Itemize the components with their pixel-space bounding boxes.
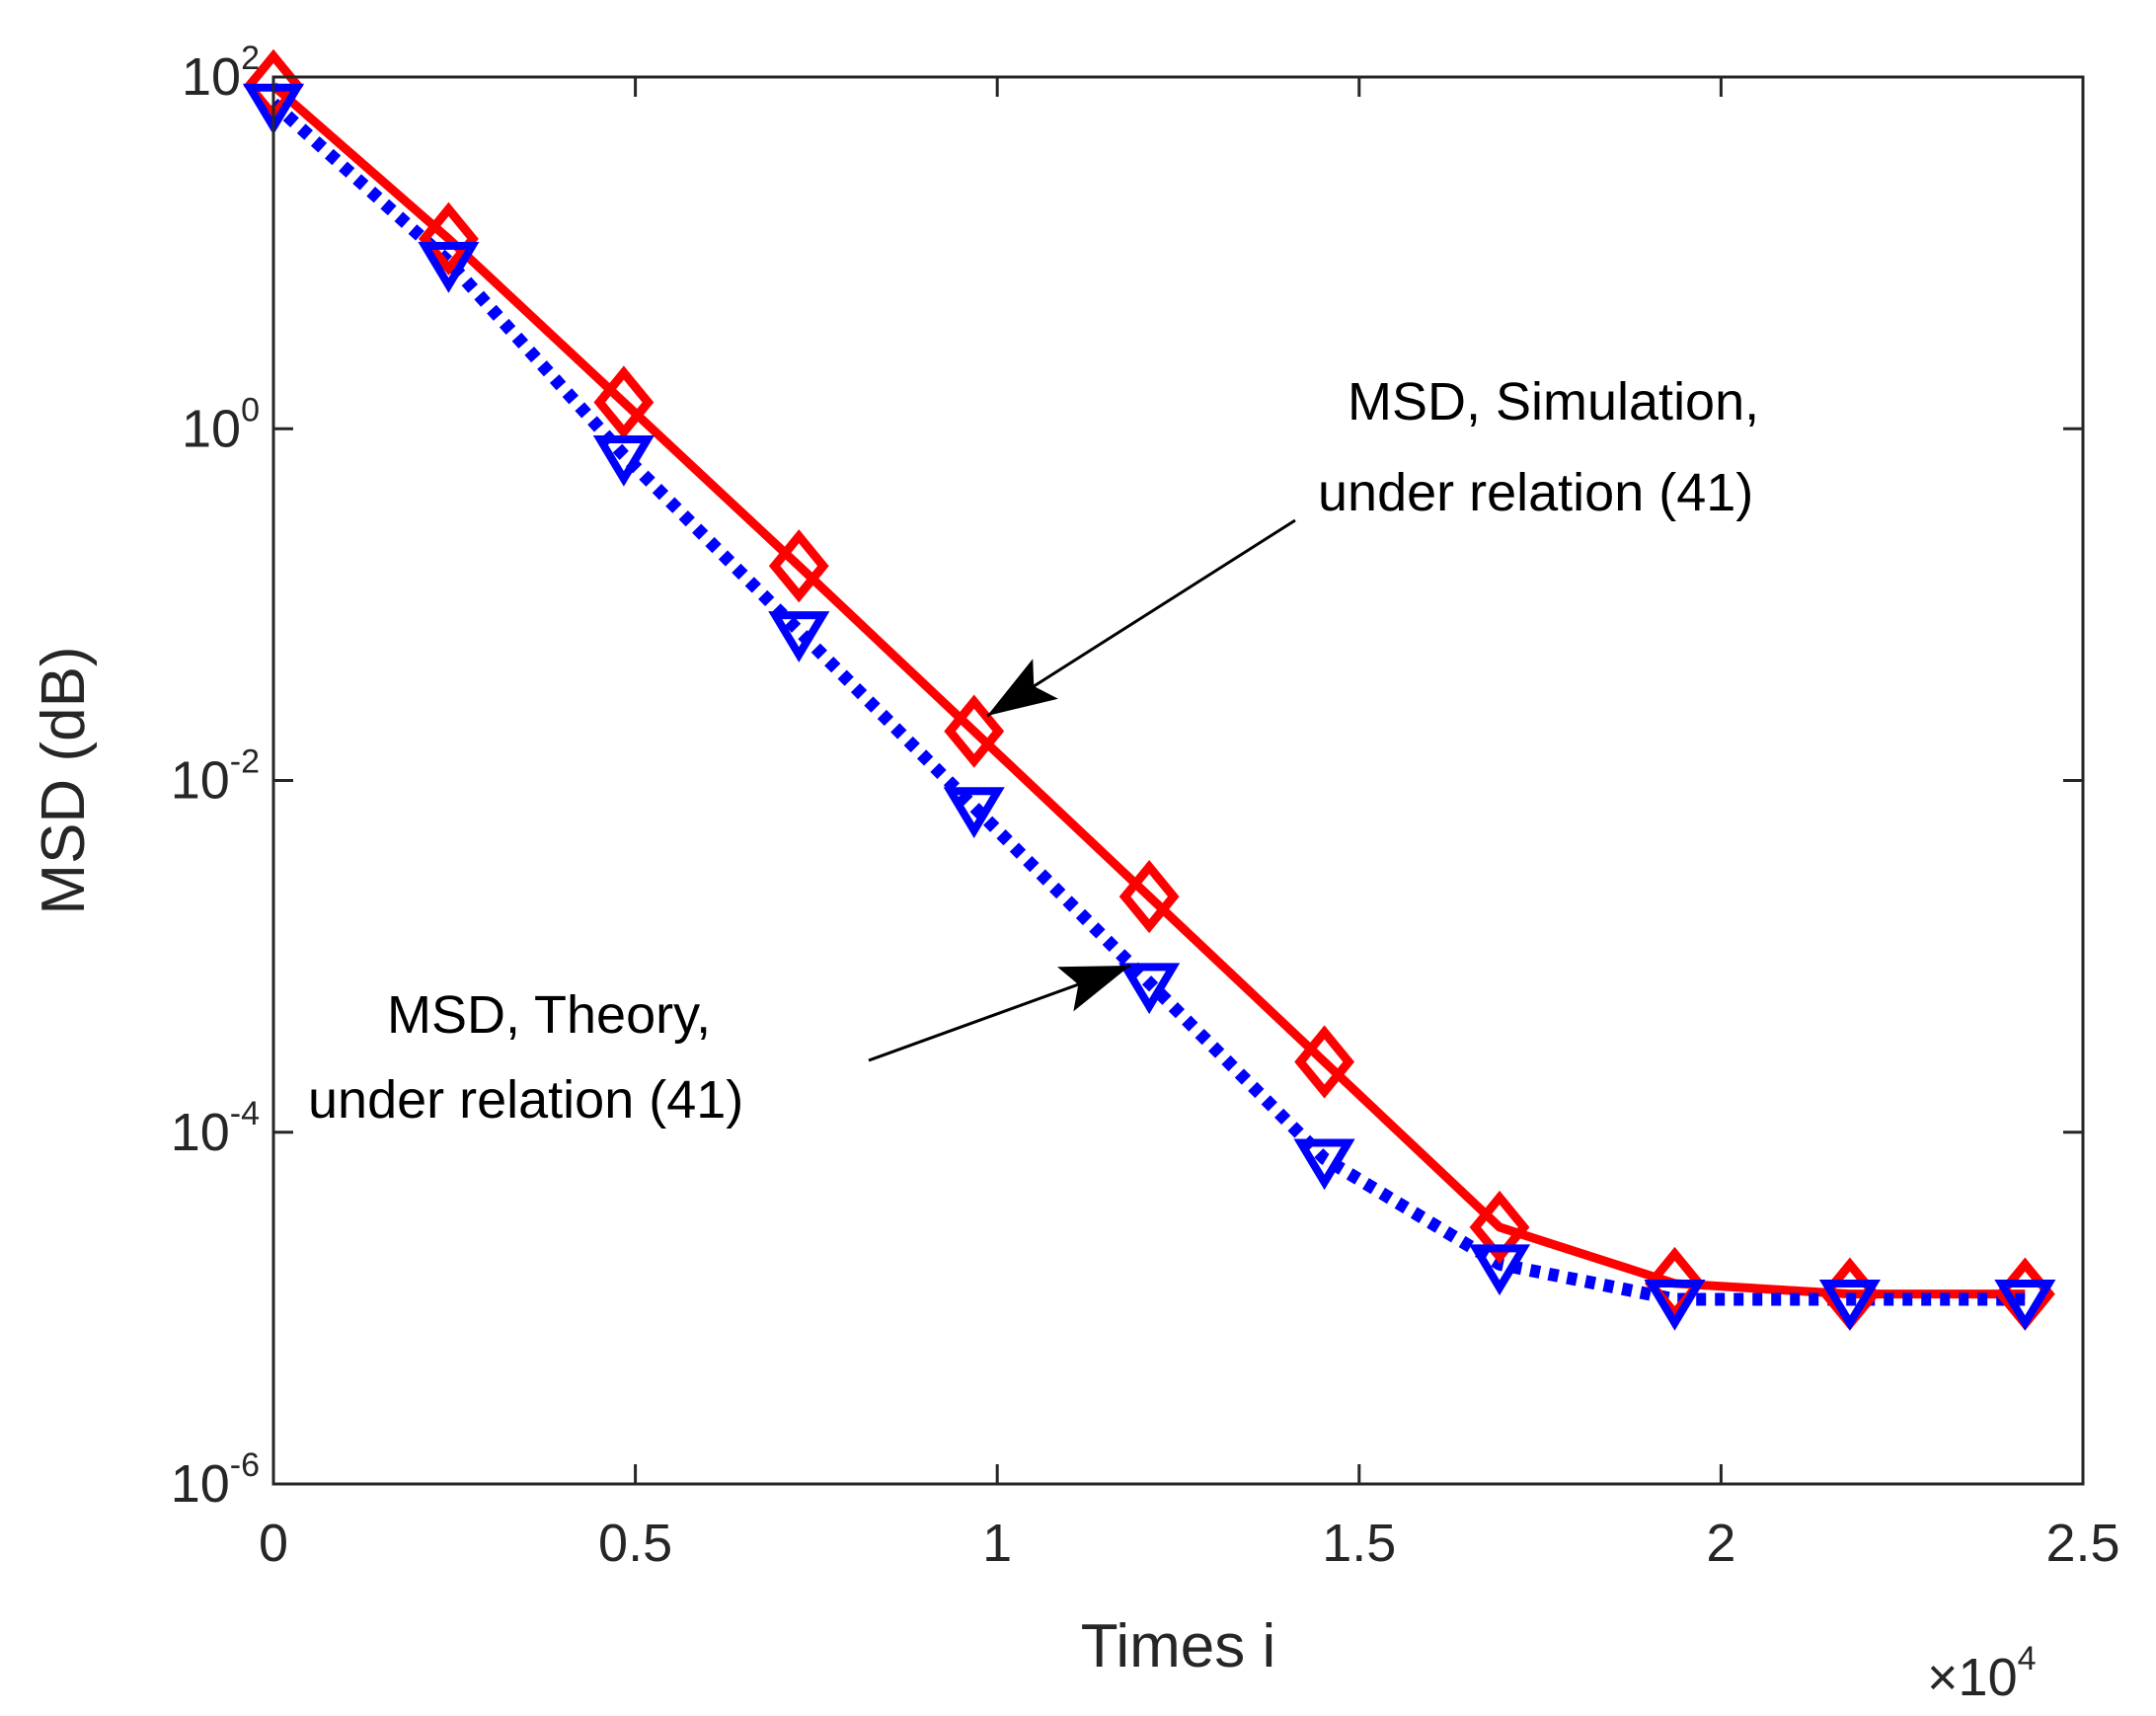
axis-ticks [271,75,2085,1486]
series-marker-triangle [592,434,654,487]
y-tick-label: 102 [182,39,260,107]
y-tick-base: 10 [171,1454,230,1514]
annotations: MSD, Simulation, under relation (41) MSD, … [308,372,1759,1130]
series-marker-diamond [593,365,654,439]
annotation-text: under relation (41) [1318,463,1753,522]
series-marker-diamond [1294,1025,1355,1099]
y-tick-label: 10-4 [171,1095,260,1162]
x-tick-label: 0 [259,1514,288,1573]
y-tick-base: 10 [171,751,230,811]
y-tick-label: 10-6 [171,1446,260,1514]
series-marker-diamond [768,529,829,603]
series-marker-diamond [419,201,479,275]
series-line-0 [270,82,2026,1299]
x-tick-label: 2.5 [2045,1514,2119,1573]
series-marker-triangle [1468,1244,1531,1296]
x-tick-label: 0.5 [598,1514,672,1573]
series-marker-triangle [1118,963,1181,1015]
x-axis-label: Times i [1081,1612,1275,1680]
y-tick-base: 10 [182,399,241,458]
series-marker-diamond [1469,1190,1530,1265]
y-tick-exponent: -6 [230,1446,260,1484]
y-tick-label: 100 [182,391,260,458]
y-tick-base: 10 [182,47,241,107]
annotation-text: MSD, Theory, [387,985,711,1045]
y-tick-base: 10 [171,1103,230,1162]
y-axis-label: MSD (dB) [30,646,98,914]
annotation-text: under relation (41) [308,1070,743,1130]
series-marker-diamond [944,694,1005,768]
annotation-arrow [986,518,1296,718]
axes-box [271,75,2085,1486]
plot-markers [242,48,2056,1331]
series-marker-triangle [943,787,1005,838]
plot-lines [269,82,2026,1306]
series-marker-triangle [1293,1138,1355,1191]
x-multiplier-label: ×104 [1927,1640,2037,1707]
annotation-arrowhead [1057,966,1130,1012]
y-tick-label: 10-2 [171,743,260,811]
series-marker-triangle [1994,1279,2056,1331]
y-tick-exponent: -4 [230,1095,260,1132]
series-marker-triangle [418,242,480,293]
x-multiplier-exponent: 4 [2018,1640,2037,1677]
x-tick-label: 1 [982,1514,1012,1573]
series-marker-triangle [1644,1279,1706,1331]
series-marker-triangle [768,611,830,663]
y-tick-exponent: -2 [230,743,260,781]
annotation-text: MSD, Simulation, [1348,372,1759,431]
x-tick-label: 2 [1706,1514,1735,1573]
series-marker-diamond [1645,1246,1705,1321]
series-marker-triangle [1818,1279,1881,1331]
x-tick-label: 1.5 [1322,1514,1396,1573]
series-marker-diamond [1118,859,1180,934]
series-line-1 [269,98,2026,1306]
annotation-arrowhead [987,659,1058,716]
x-multiplier-prefix: ×10 [1927,1648,2018,1707]
y-tick-exponent: 2 [241,39,260,77]
y-tick-exponent: 0 [241,391,260,429]
